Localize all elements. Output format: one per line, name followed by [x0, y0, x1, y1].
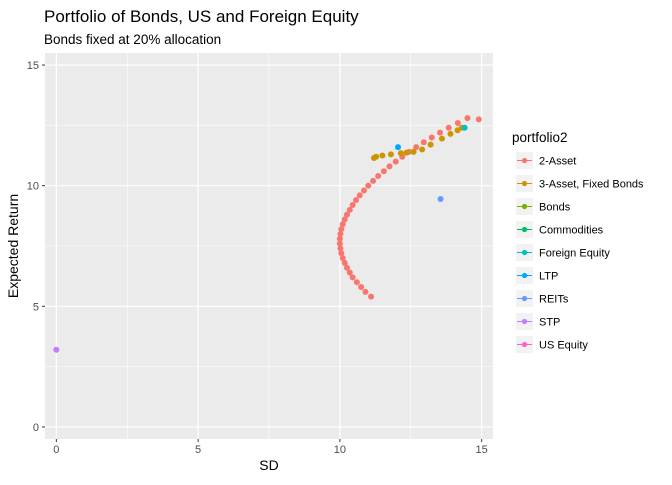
data-point-2-asset	[362, 288, 369, 295]
x-axis-ticks: 0 5 10 15	[53, 439, 488, 456]
legend-title: portfolio2	[512, 130, 568, 145]
legend-dot-ltp	[521, 272, 528, 279]
data-point-2-asset	[445, 124, 452, 131]
data-point-2-asset	[339, 255, 346, 262]
data-point-3-asset-fixed-bonds	[419, 146, 426, 153]
data-point-2-asset	[346, 269, 353, 276]
x-tick-label: 5	[195, 444, 201, 456]
legend-dot-commodities	[521, 226, 528, 233]
data-point-2-asset	[341, 216, 348, 223]
data-point-2-asset	[353, 197, 360, 204]
y-axis-ticks: 0 5 10 15	[27, 60, 45, 434]
data-point-2-asset	[337, 230, 344, 237]
data-point-2-asset	[339, 221, 346, 228]
x-tick-label: 15	[476, 444, 488, 456]
legend-label-stp: STP	[539, 317, 560, 329]
legend-dot-foreign-equity	[521, 249, 528, 256]
data-point-ltp	[395, 144, 402, 151]
data-point-3-asset-fixed-bonds	[373, 153, 380, 160]
legend-dot-2-asset	[521, 157, 528, 164]
data-point-2-asset	[380, 168, 387, 175]
data-point-2-asset	[454, 119, 461, 126]
data-point-2-asset	[428, 134, 435, 141]
data-point-3-asset-fixed-bonds	[438, 135, 445, 142]
data-point-2-asset	[386, 163, 393, 170]
data-point-3-asset-fixed-bonds	[379, 152, 386, 159]
data-point-2-asset	[343, 211, 350, 218]
y-tick-label: 15	[27, 60, 39, 72]
data-point-2-asset	[475, 116, 482, 123]
data-point-2-asset	[341, 259, 348, 266]
data-point-2-asset	[353, 279, 360, 286]
data-point-2-asset	[356, 192, 363, 199]
data-point-2-asset	[368, 293, 375, 300]
data-point-3-asset-fixed-bonds	[427, 141, 434, 148]
legend-label-us-equity: US Equity	[539, 340, 588, 352]
legend-label-bonds: Bonds	[539, 202, 571, 214]
data-point-2-asset	[349, 201, 356, 208]
data-points	[53, 115, 482, 353]
data-point-2-asset	[392, 158, 399, 165]
data-point-2-asset	[370, 177, 377, 184]
legend-dot-3-asset-fixed-bonds	[521, 180, 528, 187]
x-tick-label: 0	[53, 444, 59, 456]
x-axis-label: SD	[259, 457, 278, 473]
data-point-2-asset	[337, 245, 344, 252]
data-point-stp	[53, 346, 60, 353]
data-point-3-asset-fixed-bonds	[447, 130, 454, 137]
data-point-2-asset	[336, 240, 343, 247]
data-point-3-asset-fixed-bonds	[403, 149, 410, 156]
data-point-2-asset	[336, 235, 343, 242]
data-point-2-asset	[346, 206, 353, 213]
legend-label-2-asset: 2-Asset	[539, 156, 576, 168]
data-point-2-asset	[375, 173, 382, 180]
grid-minor	[45, 53, 493, 439]
legend-dot-stp	[521, 318, 528, 325]
x-tick-label: 10	[334, 444, 346, 456]
legend-label-reits: REITs	[539, 294, 569, 306]
data-point-2-asset	[338, 250, 345, 257]
legend-dot-bonds	[521, 203, 528, 210]
chart-title: Portfolio of Bonds, US and Foreign Equit…	[44, 7, 359, 26]
data-point-3-asset-fixed-bonds	[410, 148, 417, 155]
y-tick-label: 5	[33, 301, 39, 313]
legend-label-foreign-equity: Foreign Equity	[539, 248, 610, 260]
data-point-3-asset-fixed-bonds	[397, 150, 404, 157]
y-tick-label: 10	[27, 181, 39, 193]
legend-items: 2-Asset 3-Asset, Fixed Bonds Bonds Commodit…	[516, 152, 644, 353]
legend: portfolio2 2-Asset 3-Asset, Fixed Bonds Bo…	[512, 130, 644, 353]
data-point-foreign-equity	[461, 124, 468, 131]
data-point-2-asset	[343, 264, 350, 271]
y-axis-label: Expected Return	[5, 194, 21, 298]
legend-dot-us-equity	[521, 341, 528, 348]
chart-subtitle: Bonds fixed at 20% allocation	[44, 32, 221, 47]
data-point-2-asset	[358, 284, 365, 291]
grid-major	[45, 53, 493, 439]
data-point-2-asset	[413, 144, 420, 151]
legend-label-ltp: LTP	[539, 271, 558, 283]
data-point-2-asset	[464, 115, 471, 122]
legend-label-commodities: Commodities	[539, 225, 604, 237]
y-tick-label: 0	[33, 422, 39, 434]
data-point-2-asset	[365, 182, 372, 189]
legend-label-3-asset-fixed-bonds: 3-Asset, Fixed Bonds	[539, 179, 644, 191]
legend-dot-reits	[521, 295, 528, 302]
data-point-3-asset-fixed-bonds	[387, 151, 394, 158]
data-point-2-asset	[420, 139, 427, 146]
data-point-2-asset	[436, 129, 443, 136]
data-point-2-asset	[338, 226, 345, 233]
data-point-2-asset	[349, 274, 356, 281]
data-point-2-asset	[360, 187, 367, 194]
data-point-reits	[437, 195, 444, 202]
